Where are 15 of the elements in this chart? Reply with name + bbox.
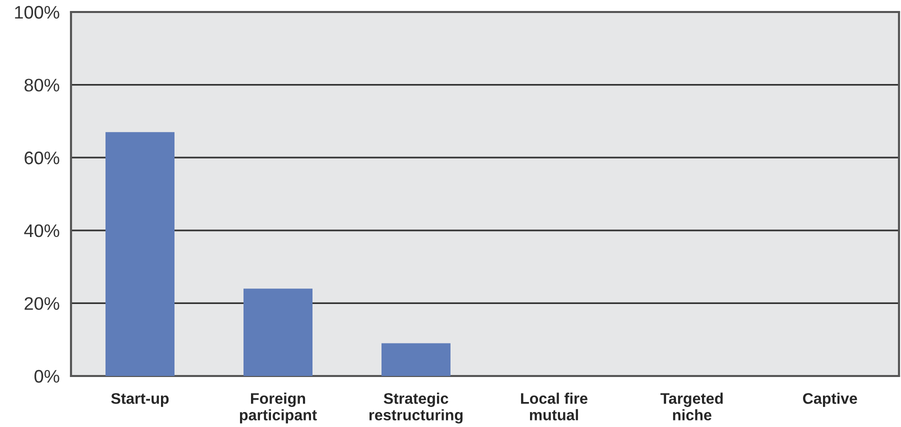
bar — [382, 343, 450, 376]
y-tick-label: 100% — [15, 6, 60, 19]
x-tick-label: Local fire mutual — [521, 392, 588, 420]
bar — [106, 132, 174, 376]
x-tick-label: Targeted niche — [660, 392, 723, 420]
y-tick-label: 80% — [24, 78, 60, 92]
y-tick-label: 40% — [24, 224, 60, 238]
y-tick-label: 0% — [34, 370, 60, 383]
x-tick-label: Strategic restructuring — [369, 392, 463, 424]
bar — [244, 288, 312, 376]
y-tick-label: 20% — [24, 297, 60, 310]
x-tick-label: Foreign participant — [240, 392, 317, 424]
y-tick-label: 60% — [24, 152, 60, 164]
x-tick-label: Start-up — [111, 393, 169, 407]
x-tick-label: Captive — [803, 392, 858, 407]
